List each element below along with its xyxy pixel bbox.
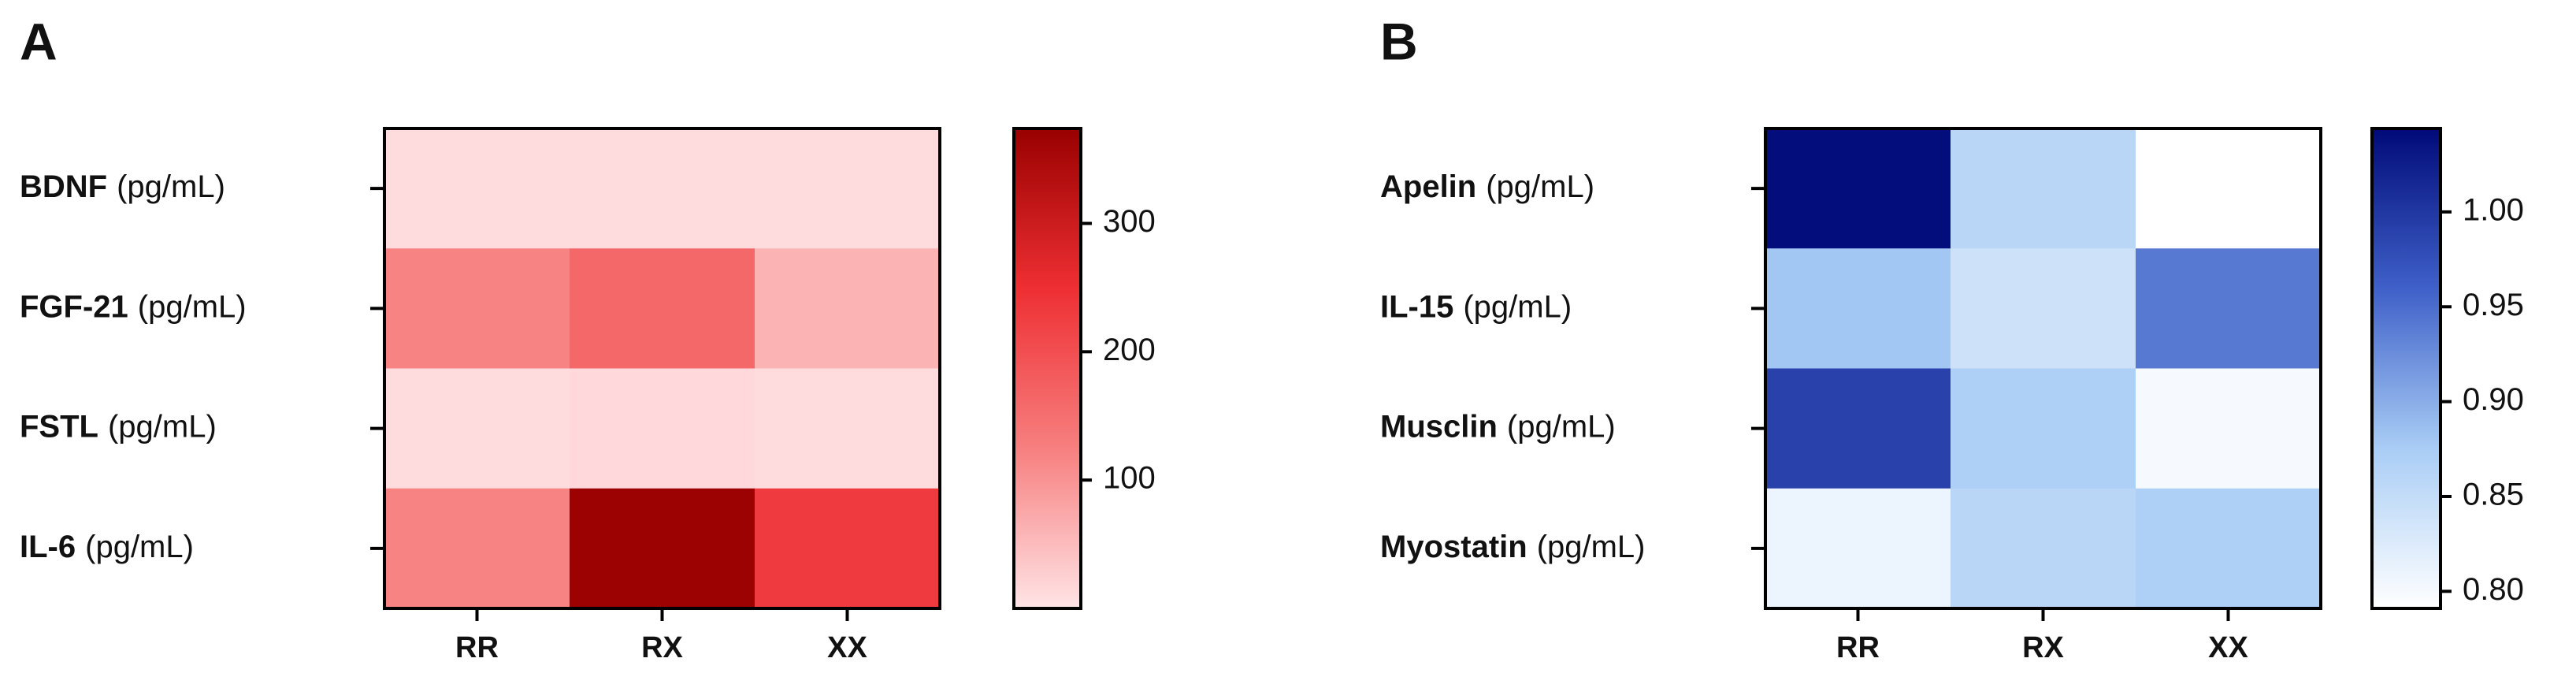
heatmap-cell [384,368,570,489]
row-label: IL-15 (pg/mL) [1380,289,1572,324]
row-label: FGF-21 (pg/mL) [20,289,247,324]
col-label: RX [641,631,683,664]
heatmap-cell [1765,488,1951,609]
heatmap-cell [1951,128,2136,249]
row-unit: (pg/mL) [117,169,225,204]
row-unit: (pg/mL) [1486,169,1594,204]
row-name: IL-15 [1380,289,1453,324]
colorbar-tick-label: 0.90 [2463,382,2524,417]
row-name: Musclin [1380,409,1498,444]
colorbar [1012,127,1082,610]
colorbar-tick-label: 0.80 [2463,572,2524,607]
heatmap-cell [755,128,941,249]
row-label: IL-6 (pg/mL) [20,529,194,563]
heatmap-cell [1765,368,1951,489]
heatmap-cell [384,248,570,369]
row-unit: (pg/mL) [1507,409,1616,444]
panel-label: A [20,12,58,70]
heatmap-cell [2136,128,2322,249]
row-name: Myostatin [1380,529,1527,563]
row-unit: (pg/mL) [1463,289,1572,324]
heatmap-cell [570,248,755,369]
heatmap-cell [570,368,755,489]
heatmap-cell [1951,248,2136,369]
colorbar-tick-label: 1.00 [2463,192,2524,227]
colorbar-tick-label: 300 [1103,204,1156,239]
row-unit: (pg/mL) [138,289,247,324]
heatmap-cell [1951,368,2136,489]
row-label: FSTL (pg/mL) [20,409,217,444]
col-label: XX [2208,631,2248,664]
row-name: Apelin [1380,169,1476,204]
row-name: BDNF [20,169,107,204]
row-name: FGF-21 [20,289,128,324]
col-label: XX [827,631,867,664]
heatmap-cell [755,488,941,609]
col-label: RR [455,631,499,664]
heatmap-cell [570,128,755,249]
colorbar-tick-label: 0.95 [2463,288,2524,322]
heatmap-cell [755,248,941,369]
col-label: RR [1836,631,1880,664]
heatmap-cell [2136,368,2322,489]
row-unit: (pg/mL) [85,529,194,563]
heatmap-cell [2136,488,2322,609]
colorbar-tick-label: 0.85 [2463,478,2524,512]
row-name: IL-6 [20,529,76,563]
heatmap-cell [384,488,570,609]
colorbar-tick-label: 200 [1103,333,1156,367]
colorbar [2370,127,2442,610]
heatmap-cell [384,128,570,249]
row-unit: (pg/mL) [108,409,217,444]
row-unit: (pg/mL) [1537,529,1646,563]
col-label: RX [2022,631,2064,664]
panel-label: B [1380,12,1418,70]
heatmap-cell [755,368,941,489]
row-label: Apelin (pg/mL) [1380,169,1594,204]
row-label: Myostatin (pg/mL) [1380,529,1646,563]
heatmap-cell [1765,248,1951,369]
row-label: BDNF (pg/mL) [20,169,225,204]
colorbar-tick-label: 100 [1103,461,1156,496]
heatmap-cell [1951,488,2136,609]
heatmap-cell [570,488,755,609]
row-label: Musclin (pg/mL) [1380,409,1616,444]
heatmap-cell [1765,128,1951,249]
row-name: FSTL [20,409,98,444]
heatmap-cell [2136,248,2322,369]
